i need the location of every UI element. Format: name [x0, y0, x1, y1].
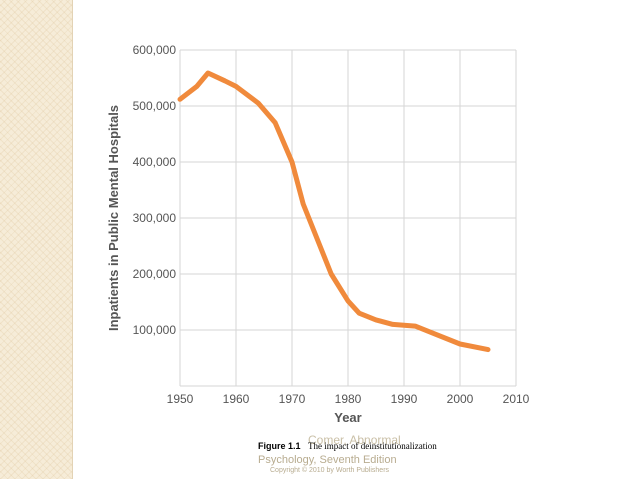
- data-point: [207, 72, 209, 74]
- data-point: [431, 332, 433, 334]
- y-tick-label: 300,000: [133, 211, 177, 225]
- series-line: [177, 70, 491, 353]
- data-point: [274, 122, 276, 124]
- x-tick-label: 2000: [447, 392, 474, 406]
- x-tick-label: 1950: [167, 392, 194, 406]
- data-point: [235, 85, 237, 87]
- side-strip-edge: [72, 0, 73, 479]
- data-point: [319, 245, 321, 247]
- data-point: [179, 98, 181, 100]
- data-points: [179, 72, 489, 351]
- x-tick-label: 1960: [223, 392, 250, 406]
- decorative-side-strip: [0, 0, 72, 479]
- source-author: Comer, Abnormal: [308, 433, 401, 447]
- x-tick-label: 1980: [335, 392, 362, 406]
- x-axis-label: Year: [334, 410, 361, 425]
- y-tick-label: 600,000: [133, 43, 177, 57]
- copyright-notice: Copyright © 2010 by Worth Publishers: [270, 467, 390, 474]
- data-point: [257, 102, 259, 104]
- figure-caption: Figure 1.1 Comer, Abnormal The impact of…: [258, 433, 518, 474]
- data-point: [392, 323, 394, 325]
- y-tick-label: 100,000: [133, 323, 177, 337]
- data-point: [414, 325, 416, 327]
- tick-labels: 1950 1960 1970 1980 1990 2000 2010 100,000 200,0…: [133, 43, 530, 406]
- figure-number: Figure 1.1: [258, 441, 301, 451]
- x-tick-label: 2010: [503, 392, 530, 406]
- data-point: [196, 85, 198, 87]
- y-tick-label: 400,000: [133, 155, 177, 169]
- y-axis-label: Inpatients in Public Mental Hospitals: [106, 105, 121, 331]
- data-point: [291, 161, 293, 163]
- data-point: [330, 273, 332, 275]
- data-point: [347, 300, 349, 302]
- x-tick-label: 1990: [391, 392, 418, 406]
- y-tick-label: 500,000: [133, 99, 177, 113]
- data-point: [487, 349, 489, 351]
- data-point: [459, 343, 461, 345]
- data-point: [358, 312, 360, 314]
- data-point: [375, 319, 377, 321]
- grid-lines: [179, 49, 517, 387]
- x-tick-label: 1970: [279, 392, 306, 406]
- y-tick-label: 200,000: [133, 267, 177, 281]
- source-book: Psychology, Seventh Edition: [258, 454, 397, 466]
- data-point: [302, 203, 304, 205]
- data-point: [224, 80, 226, 82]
- figure-title: The impact of deinstitutionalization: [308, 441, 437, 451]
